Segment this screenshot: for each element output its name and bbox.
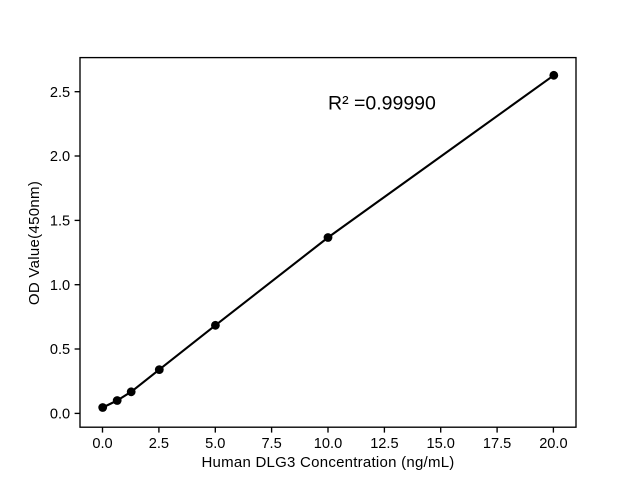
svg-text:1.0: 1.0 — [50, 278, 70, 294]
svg-text:2.5: 2.5 — [50, 85, 70, 101]
svg-text:17.5: 17.5 — [483, 436, 511, 452]
svg-text:12.5: 12.5 — [370, 436, 398, 452]
svg-text:7.5: 7.5 — [261, 436, 281, 452]
svg-text:2.5: 2.5 — [149, 436, 169, 452]
svg-text:0.0: 0.0 — [92, 436, 112, 452]
svg-text:2.0: 2.0 — [50, 149, 70, 165]
svg-text:1.5: 1.5 — [50, 214, 70, 230]
svg-text:OD Value(450nm): OD Value(450nm) — [26, 181, 43, 305]
svg-text:0.0: 0.0 — [50, 407, 70, 423]
svg-text:Human DLG3 Concentration (ng/m: Human DLG3 Concentration (ng/mL) — [201, 454, 454, 471]
svg-text:0.5: 0.5 — [50, 342, 70, 358]
svg-text:15.0: 15.0 — [426, 436, 454, 452]
svg-text:R² =0.99990: R² =0.99990 — [328, 93, 436, 115]
svg-text:20.0: 20.0 — [539, 436, 567, 452]
svg-text:5.0: 5.0 — [205, 436, 225, 452]
svg-text:10.0: 10.0 — [314, 436, 342, 452]
